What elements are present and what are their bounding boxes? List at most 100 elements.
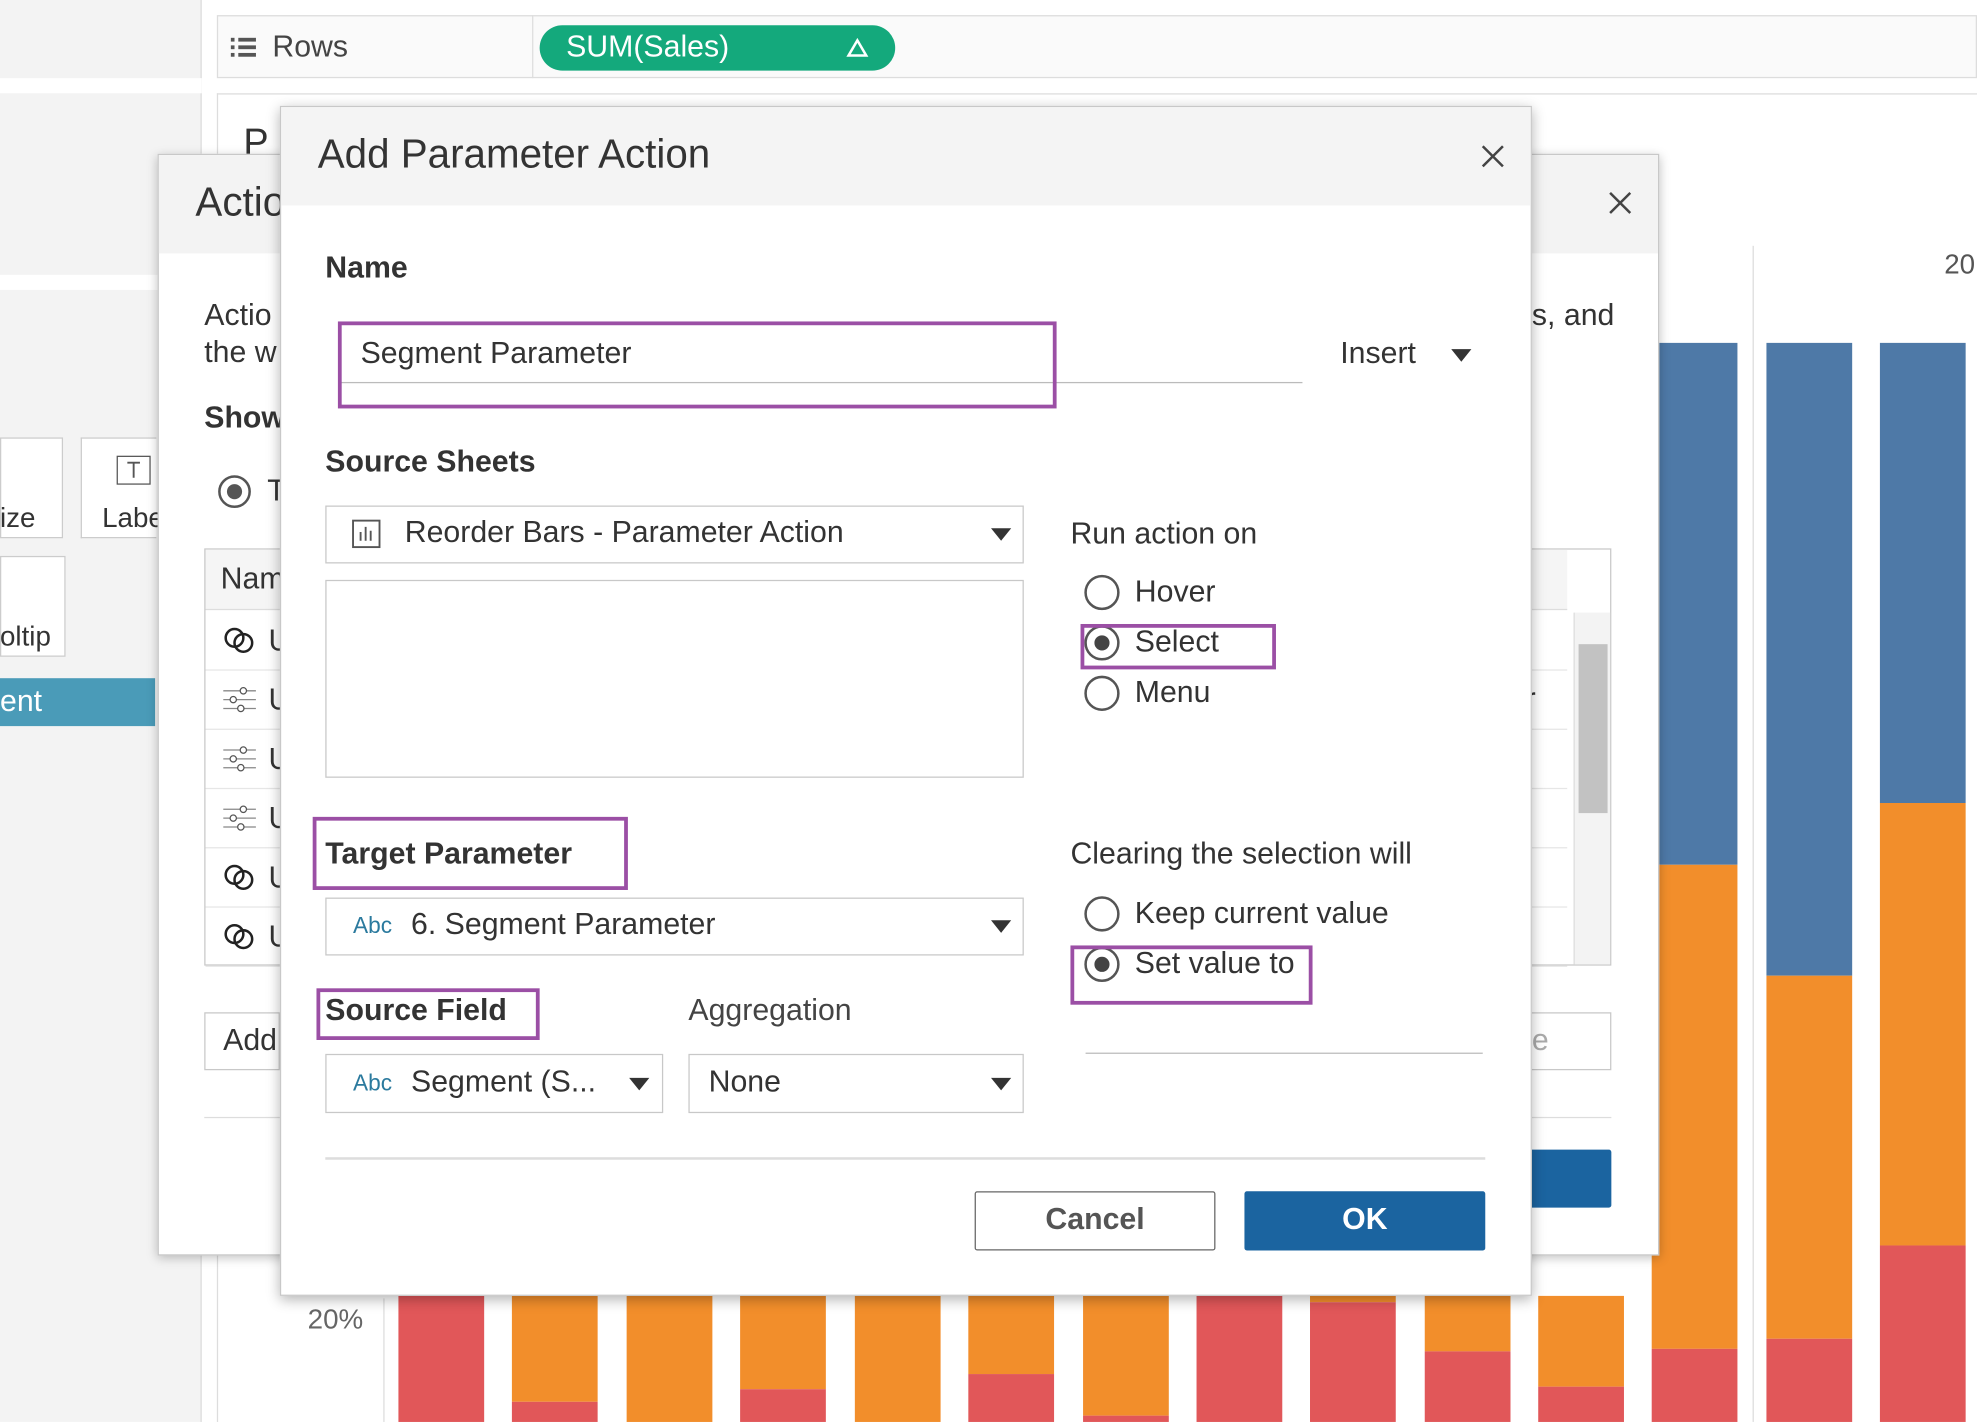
table-header-name: Nam [220,562,285,597]
ok-button[interactable] [1519,1149,1612,1208]
action-icon [223,746,256,772]
target-parameter-select[interactable] [325,897,1024,956]
chart-bar-segment [1310,1295,1396,1303]
insert-menu[interactable]: Insert [1340,336,1416,371]
divider [325,1157,1486,1160]
action-icon [224,627,254,653]
highlight-box [337,321,1057,409]
chart-bar-segment [740,1389,826,1422]
radio-button[interactable] [1083,674,1121,712]
chart-bar-segment [1196,1295,1283,1422]
radio-ring [1084,896,1120,932]
chart-bar-segment [1879,803,1966,1246]
add-action-text: Add [223,1023,278,1058]
chart-bar-segment [626,1295,713,1422]
selected-field-text: ent [0,684,43,719]
chart-bar-segment [1424,1295,1511,1352]
cancel-text: Cancel [1045,1202,1145,1237]
radio-dot [1094,635,1110,651]
chart-bar-segment [1766,1338,1853,1422]
radio-button[interactable] [1083,624,1121,662]
dropdown-arrow [629,1077,650,1091]
radio-button[interactable] [1083,574,1121,612]
chart-bar-segment [968,1374,1055,1422]
radio-button[interactable] [1083,895,1121,933]
chart-bar-segment [1879,1245,1966,1422]
ok-text: OK [1342,1202,1388,1237]
chart-bar-segment [398,1295,485,1422]
action-icon [224,924,254,950]
chart-bar-segment [1083,1415,1169,1422]
highlight-box [1080,623,1276,670]
dropdown-arrow [991,528,1012,541]
target-parameter-label: Target Parameter [325,837,572,872]
source-field-select[interactable] [325,1053,664,1114]
label-icon [116,455,151,485]
remove-text: e [1531,1023,1549,1058]
source-field-value: Segment (S... [411,1065,597,1100]
dropdown-arrow [991,1077,1012,1091]
radio-ring [1084,675,1120,711]
aggregation-value: None [708,1065,781,1100]
radio-label: Menu [1134,675,1211,710]
radio[interactable] [217,474,252,509]
axis-header: 20 [1944,248,1976,280]
aggregation-label: Aggregation [688,993,852,1028]
actions-description: s, and [1531,298,1615,333]
panel-gap [0,274,202,290]
chart-bar-segment [1310,1302,1396,1422]
highlight-box [312,816,628,890]
highlight-box [1070,945,1313,1005]
name-input[interactable]: Segment Parameter [360,336,632,371]
chart-bar-segment [511,1401,598,1422]
cancel-button[interactable] [974,1191,1216,1251]
close-button[interactable] [1481,145,1504,168]
chart-bar-segment [1424,1351,1511,1422]
type-icon: Abc [353,1070,393,1096]
label-card[interactable] [80,437,157,539]
label-label: Labe [102,501,164,534]
sheet-icon [352,519,381,549]
rows-shelf [216,15,1977,79]
shelf-divider [532,15,534,79]
size-label: ize [0,501,36,534]
actions-dialog-title: Actio [195,179,286,225]
highlight-box [316,988,540,1040]
close-button[interactable] [1609,191,1632,215]
selected-field-pill[interactable] [0,678,156,727]
add-action-button[interactable] [204,1012,280,1071]
action-icon [223,687,256,713]
chart-bar-segment [968,1295,1055,1375]
aggregation-select[interactable] [688,1053,1024,1114]
ok-button[interactable] [1244,1191,1486,1251]
chart-bar-segment [1083,1295,1169,1416]
chart-bar-segment [1651,864,1738,1349]
type-icon: Abc [353,912,393,938]
radio-label: Hover [1134,574,1216,609]
action-icon [223,805,256,831]
chart-bar-segment [1766,975,1853,1339]
scroll-thumb[interactable] [1578,644,1608,814]
delta-icon [846,37,869,57]
chart-bar-segment [1538,1295,1624,1387]
run-action-label: Run action on [1070,516,1258,551]
chart-bar-segment [1651,1348,1738,1422]
dropdown-arrow [991,920,1012,933]
size-card[interactable] [0,437,64,539]
source-sheets-select[interactable] [325,505,1024,564]
tooltip-card[interactable] [0,555,66,657]
sales-pill[interactable] [539,25,896,71]
chart-bar-segment [1651,342,1738,865]
source-sheets-list[interactable] [325,579,1024,778]
target-parameter-value: 6. Segment Parameter [411,907,716,942]
radio-label: Keep current value [1134,896,1389,931]
source-sheet-value: Reorder Bars - Parameter Action [404,515,844,550]
axis-line [383,1298,385,1422]
chart-bar-segment [1538,1386,1624,1422]
pane-divider [1752,245,1754,1422]
chart-bar-segment [1879,342,1966,804]
dropdown-arrow [1451,349,1472,362]
